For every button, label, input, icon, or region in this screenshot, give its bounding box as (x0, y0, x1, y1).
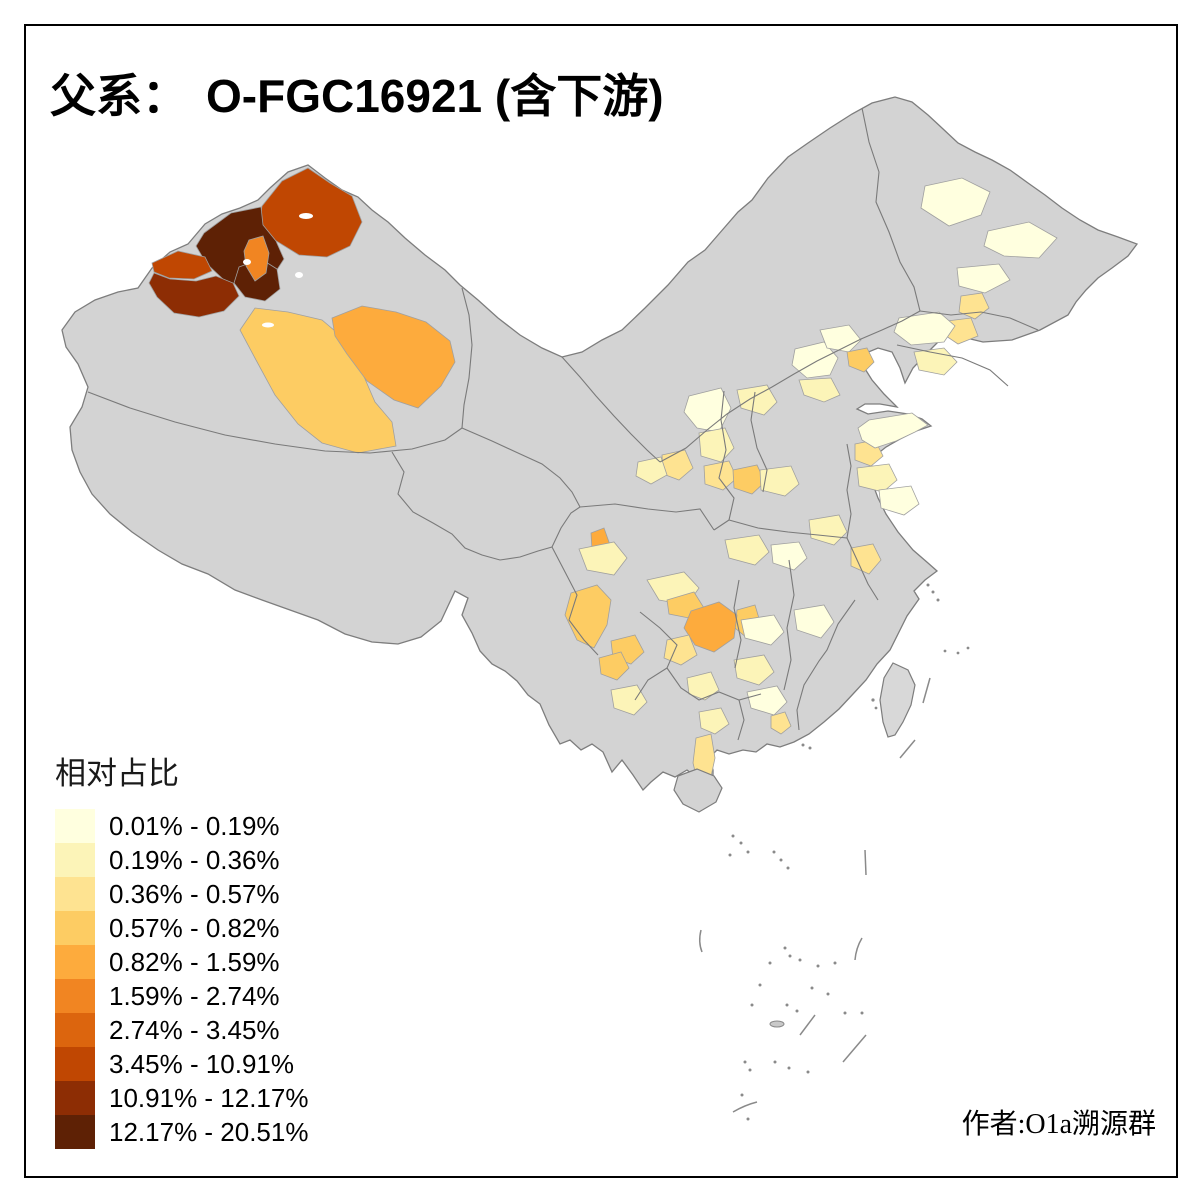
legend-label: 1.59% - 2.74% (109, 980, 280, 1011)
china-mainland-outline (61, 96, 1139, 800)
legend-swatch (55, 1081, 95, 1115)
region-tangshan (846, 347, 875, 373)
region-guangdong-b (770, 711, 792, 735)
region-xj-bayingolin (239, 307, 397, 454)
region-ln-a (913, 347, 958, 376)
legend-swatch (55, 1047, 95, 1081)
region-jl-c (893, 311, 956, 346)
legend-row: 0.82% - 1.59% (55, 945, 308, 979)
lakes (243, 213, 313, 328)
legend-label: 2.74% - 3.45% (109, 1014, 280, 1045)
region-jiangsu-mid (850, 543, 882, 575)
hainan-island (673, 768, 723, 813)
legend-row: 0.36% - 0.57% (55, 877, 308, 911)
region-xj-hami (331, 305, 456, 409)
region-hlj-nenjiang (920, 177, 991, 227)
region-shandong-mid (857, 412, 929, 449)
region-guangdong-a (746, 685, 788, 716)
region-guizhou-anshun (683, 601, 738, 653)
province-borders (87, 107, 1039, 741)
legend-swatch (55, 843, 95, 877)
legend-rows: 0.01% - 0.19% 0.19% - 0.36% 0.36% - 0.57% 0… (55, 809, 308, 1149)
legend-row: 1.59% - 2.74% (55, 979, 308, 1013)
attribution: 作者:O1a溯源群 (961, 1109, 1156, 1140)
region-hunan-a (740, 614, 785, 646)
legend-label: 3.45% - 10.91% (109, 1048, 295, 1079)
legend-row: 0.19% - 0.36% (55, 843, 308, 877)
legend-row: 0.01% - 0.19% (55, 809, 308, 843)
title-main: O-FGC16921 (含下游) (206, 70, 664, 122)
legend-row: 10.91% - 12.17% (55, 1081, 308, 1115)
legend-swatch (55, 1115, 95, 1149)
region-chengde (819, 324, 862, 353)
region-shaanxi-xian (703, 460, 738, 491)
region-hlj-hegang (983, 221, 1058, 259)
legend-swatch (55, 1013, 95, 1047)
region-henan-luoyang (732, 464, 766, 495)
page-title: 父系： O-FGC16921 (含下游) (50, 60, 664, 126)
legend-title: 相对占比 (55, 756, 179, 791)
legend-row: 2.74% - 3.45% (55, 1013, 308, 1047)
region-xj-ili (148, 272, 240, 318)
sea-islands (698, 583, 970, 1121)
legend-row: 3.45% - 10.91% (55, 1047, 308, 1081)
legend-swatch (55, 809, 95, 843)
region-jiangxi-a (793, 604, 835, 639)
legend-swatch (55, 877, 95, 911)
region-guizhou-sw (663, 634, 698, 666)
region-sichuan-chengdu (578, 541, 628, 576)
legend-label: 12.17% - 20.51% (109, 1116, 309, 1147)
legend-label: 0.01% - 0.19% (109, 810, 280, 841)
legend-label: 0.19% - 0.36% (109, 844, 280, 875)
region-xj-bole (151, 250, 213, 280)
legend-label: 10.91% - 12.17% (109, 1082, 309, 1113)
title-prefix: 父系： (50, 71, 188, 122)
region-hubei-b (770, 541, 808, 571)
region-shandong-south (856, 463, 898, 493)
legend-row: 12.17% - 20.51% (55, 1115, 308, 1149)
region-henan-east (759, 465, 800, 497)
region-yunnan-qujing (598, 651, 630, 681)
legend-row: 0.57% - 0.82% (55, 911, 308, 945)
legend-label: 0.82% - 1.59% (109, 946, 280, 977)
region-yunnan-honghe (610, 684, 648, 716)
region-guangxi-mid (698, 707, 730, 735)
region-hebei-south (798, 377, 841, 403)
legend-swatch (55, 945, 95, 979)
region-hlj-harbin (956, 263, 1011, 294)
region-sichuan-yaan (564, 584, 612, 649)
region-hubei-a (724, 534, 770, 566)
region-xj-shihezi (243, 235, 270, 282)
colored-regions (148, 167, 1058, 789)
region-hunan-b (733, 654, 775, 686)
legend-swatch (55, 911, 95, 945)
legend-swatch (55, 979, 95, 1013)
region-jiangsu-north (878, 485, 920, 516)
region-gansu-lanzhou (635, 456, 668, 485)
legend-label: 0.57% - 0.82% (109, 912, 280, 943)
legend: 相对占比 0.01% - 0.19% 0.19% - 0.36% 0.36% - 0… (55, 748, 308, 1149)
taiwan-island (879, 662, 916, 738)
legend-label: 0.36% - 0.57% (109, 878, 280, 909)
